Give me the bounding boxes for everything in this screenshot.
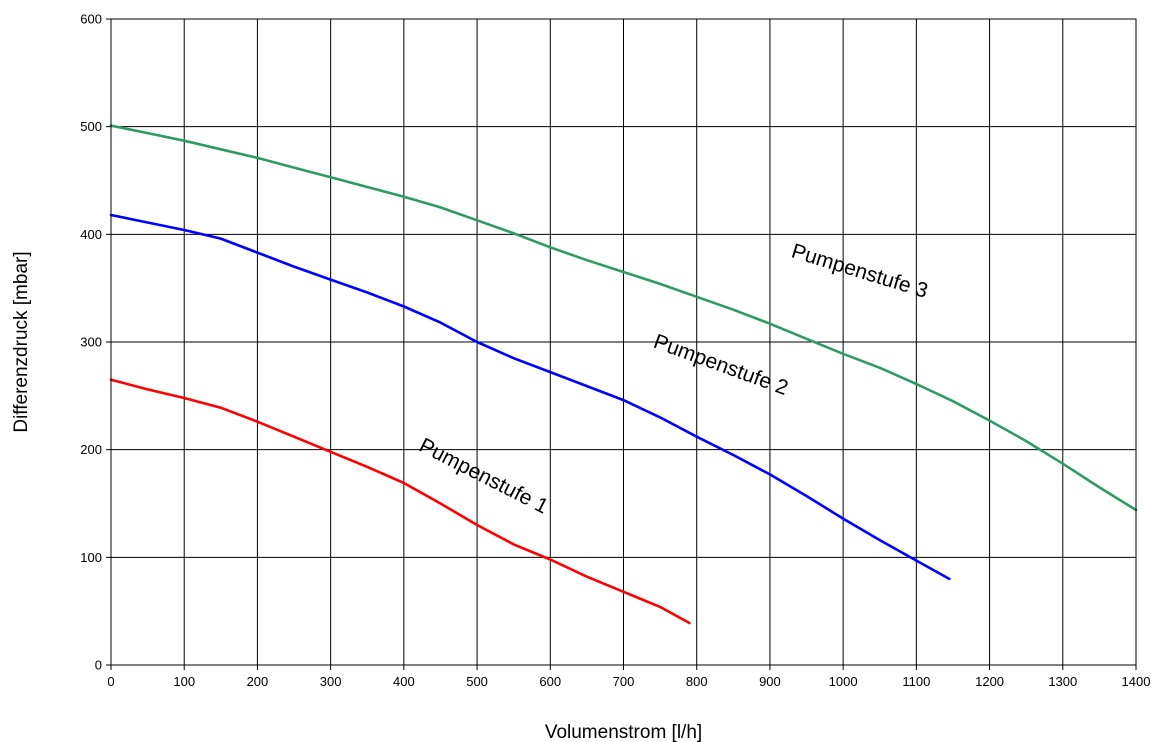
y-tick-label: 0 <box>95 658 102 673</box>
y-tick-label: 400 <box>80 227 102 242</box>
grid <box>106 18 1137 670</box>
y-tick-label: 300 <box>80 335 102 350</box>
x-tick-label: 800 <box>686 674 708 689</box>
x-tick-label: 1100 <box>902 674 930 689</box>
tick-labels: 0 100 200 300 400 500 600 700 800 900 1000 1100 1200… <box>80 12 1150 690</box>
x-tick-label: 700 <box>613 674 635 689</box>
series-line-pumpenstufe-2 <box>109 213 951 581</box>
x-tick-label: 1200 <box>975 674 1004 689</box>
x-tick-label: 400 <box>393 674 415 689</box>
x-tick-label: 100 <box>173 674 195 689</box>
x-tick-label: 200 <box>247 674 269 689</box>
x-tick-label: 1300 <box>1048 674 1077 689</box>
x-tick-label: 1400 <box>1122 674 1151 689</box>
y-axis-title: Differenzdruck [mbar] <box>11 251 32 432</box>
x-tick-label: 0 <box>107 674 114 689</box>
series-group <box>109 124 1138 625</box>
plot-area-frame <box>110 18 1137 666</box>
curve-label: Pumpenstufe 3 <box>789 240 931 303</box>
x-tick-label: 900 <box>759 674 781 689</box>
x-tick-label: 600 <box>539 674 561 689</box>
y-tick-label: 200 <box>80 442 102 457</box>
series-line-pumpenstufe-1 <box>109 378 691 625</box>
x-tick-label: 500 <box>466 674 488 689</box>
x-tick-label: 1000 <box>829 674 858 689</box>
y-tick-label: 500 <box>80 119 102 134</box>
y-tick-label: 600 <box>80 12 102 27</box>
x-axis-title: Volumenstrom [l/h] <box>545 722 702 742</box>
x-tick-label: 300 <box>320 674 342 689</box>
series-line-pumpenstufe-3 <box>109 124 1138 512</box>
y-tick-label: 100 <box>80 550 102 565</box>
curve-label: Pumpenstufe 1 <box>416 434 552 519</box>
